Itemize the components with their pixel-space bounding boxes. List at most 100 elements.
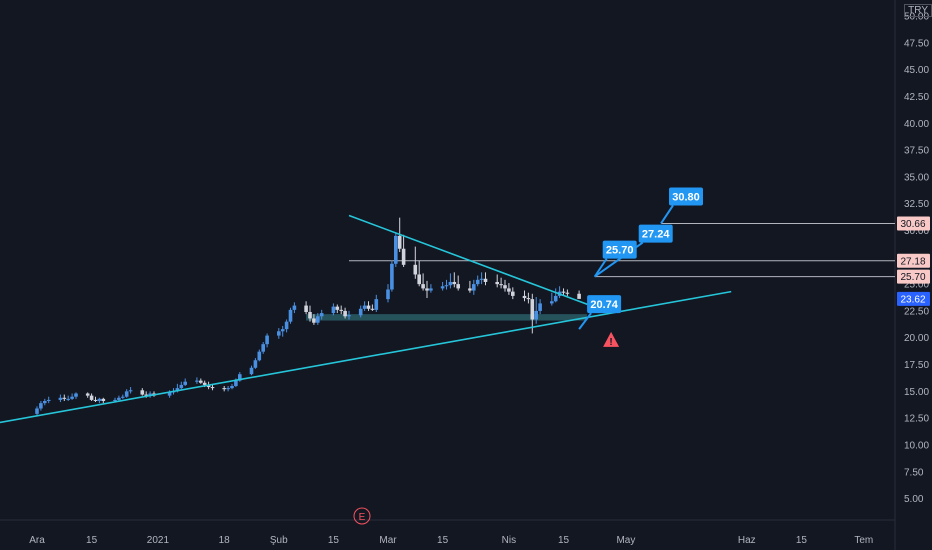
candle-body — [362, 305, 367, 309]
candle-body — [522, 295, 527, 299]
candle-body — [452, 281, 457, 285]
candle-body — [222, 388, 226, 390]
candle-body — [475, 279, 480, 285]
candle-body — [394, 235, 398, 264]
candle-body — [288, 309, 293, 322]
y-tick-label: 42.50 — [904, 92, 929, 103]
candle-body — [292, 305, 297, 310]
candle-body — [89, 395, 94, 400]
callout-box — [669, 187, 703, 206]
candle-body — [46, 399, 51, 401]
warning-icon-mark: ! — [609, 337, 612, 348]
candle-body — [277, 331, 281, 336]
candle-body — [534, 310, 538, 320]
candle-body — [553, 295, 558, 302]
candle-body — [62, 397, 67, 399]
candle-body — [366, 305, 371, 309]
y-tick-label: 45.00 — [904, 65, 929, 76]
candle-body — [226, 388, 230, 390]
x-tick-label: 18 — [219, 535, 231, 546]
y-tick-label: 12.50 — [904, 414, 929, 425]
candle-body — [577, 293, 581, 299]
callout-pointer — [660, 204, 674, 224]
callout-label: 25.70 — [606, 245, 634, 257]
level-price-tag — [897, 253, 930, 268]
callout-box — [602, 240, 637, 259]
candle-body — [444, 285, 449, 287]
candle-body — [370, 308, 375, 310]
y-tick-label: 10.00 — [904, 440, 929, 451]
candle-body — [43, 400, 47, 404]
candle-body — [144, 394, 148, 396]
x-tick-label: Ara — [29, 535, 45, 546]
callout-label: 27.24 — [642, 229, 670, 241]
candle-body — [230, 385, 234, 389]
currency-label[interactable]: TRY — [904, 4, 932, 17]
y-tick-label: 17.50 — [904, 360, 929, 371]
x-tick-label: Şub — [270, 535, 288, 546]
x-tick-label: Tem — [854, 535, 873, 546]
candle-body — [565, 292, 570, 294]
x-tick-label: 15 — [437, 535, 449, 546]
current-price-tag-label: 23.62 — [900, 294, 925, 305]
candle-body — [199, 380, 203, 383]
earnings-marker-label: E — [359, 512, 366, 523]
callout-pointer — [578, 312, 592, 330]
candle-body — [284, 321, 289, 330]
candle-body — [101, 398, 106, 401]
candle-body — [495, 281, 499, 285]
ascending-trendline — [0, 290, 732, 424]
candle-body — [479, 278, 484, 280]
candle-body — [179, 384, 184, 389]
candle-body — [74, 393, 78, 397]
y-tick-label: 30.00 — [904, 226, 929, 237]
candle-body — [183, 381, 187, 385]
y-tick-label: 50.00 — [904, 12, 929, 23]
level-price-tag — [897, 269, 930, 284]
candle-body — [343, 310, 347, 317]
candle-body — [425, 288, 429, 291]
candle-body — [526, 298, 531, 300]
x-tick-label: 15 — [328, 535, 340, 546]
candle-body — [202, 382, 207, 385]
candle-body — [66, 398, 70, 400]
x-tick-label: 15 — [558, 535, 570, 546]
candle-body — [413, 264, 418, 275]
x-tick-label: Haz — [738, 535, 756, 546]
candle-body — [390, 263, 394, 290]
candle-body — [386, 289, 390, 300]
x-tick-label: 2021 — [147, 535, 170, 546]
candle-body — [316, 316, 320, 323]
candle-body — [429, 288, 433, 291]
candle-body — [503, 285, 507, 289]
y-tick-label: 22.50 — [904, 306, 929, 317]
candle-body — [421, 284, 425, 289]
candle-body — [113, 399, 117, 401]
candle-body — [472, 284, 476, 291]
callout-label: 30.80 — [672, 191, 700, 203]
candle-body — [238, 374, 242, 381]
candle-body — [39, 403, 43, 409]
candle-body — [561, 291, 566, 293]
x-tick-label: May — [616, 535, 635, 546]
candle-body — [335, 306, 340, 310]
candle-body — [499, 284, 503, 286]
candle-body — [397, 235, 402, 249]
candle-body — [175, 388, 180, 392]
candle-body — [456, 284, 460, 289]
support-zone — [306, 314, 587, 321]
candle-body — [530, 299, 535, 320]
candle-body — [401, 248, 406, 265]
candle-body — [85, 393, 90, 396]
candle-body — [280, 329, 285, 332]
candle-body — [550, 301, 554, 304]
candle-body — [249, 367, 254, 375]
candle-body — [331, 306, 336, 314]
candle-body — [253, 360, 258, 368]
y-tick-label: 15.00 — [904, 387, 929, 398]
candle-body — [339, 309, 343, 311]
y-tick-label: 40.00 — [904, 119, 929, 130]
y-tick-label: 37.50 — [904, 146, 929, 157]
